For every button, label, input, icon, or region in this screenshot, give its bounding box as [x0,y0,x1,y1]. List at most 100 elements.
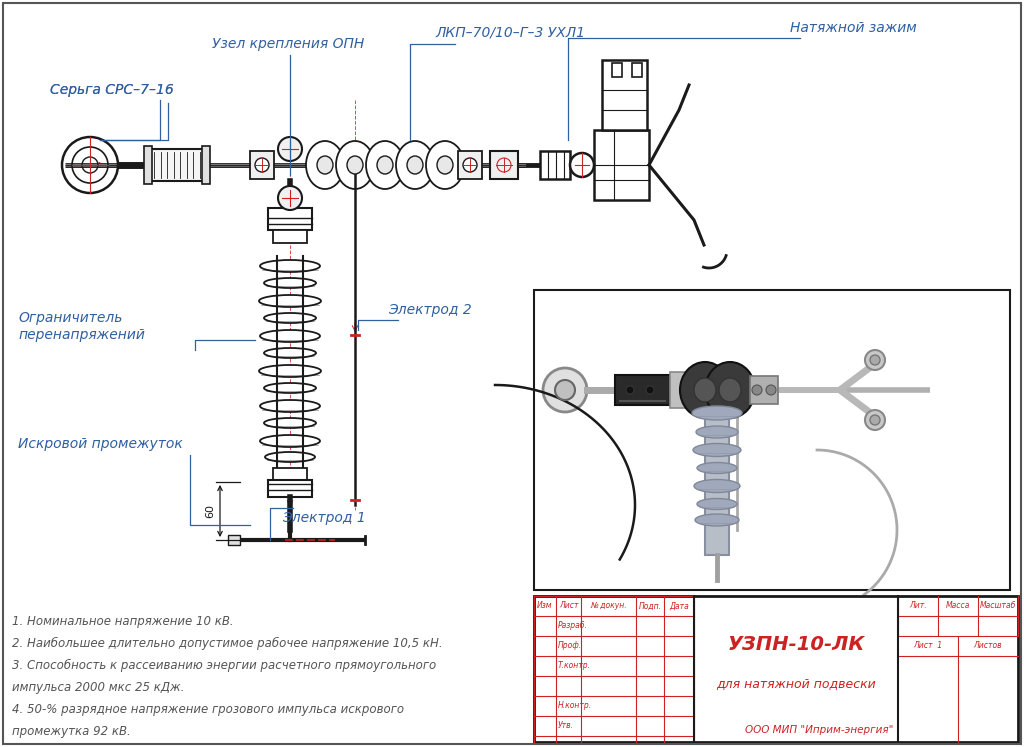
Circle shape [865,350,885,370]
Bar [202,146,210,184]
Circle shape [626,386,634,394]
Ellipse shape [336,141,374,189]
Circle shape [278,137,302,161]
Text: Искровой промежуток: Искровой промежуток [18,437,182,451]
Ellipse shape [317,156,333,174]
Text: Натяжной зажим: Натяжной зажим [790,21,916,35]
Circle shape [865,410,885,430]
Bar [705,405,729,555]
FancyArrowPatch shape [842,391,878,418]
Text: импульса 2000 мкс 25 кДж.: импульса 2000 мкс 25 кДж. [12,681,184,693]
Bar [632,63,642,77]
Text: 3. Способность к рассеиванию энергии расчетного прямоугольного: 3. Способность к рассеиванию энергии рас… [12,658,436,672]
Bar [615,375,670,405]
Text: Разраб.: Разраб. [558,622,588,630]
Bar [602,60,647,130]
Text: Узел крепления ОПН: Узел крепления ОПН [212,37,365,51]
Text: промежутка 92 кВ.: промежутка 92 кВ. [12,725,131,737]
Text: Ограничитель: Ограничитель [18,311,123,325]
Text: Утв.: Утв. [558,722,574,731]
Text: Н.контр.: Н.контр. [558,701,592,710]
Ellipse shape [695,514,739,526]
Ellipse shape [680,362,730,418]
Text: 1. Номинальное напряжение 10 кВ.: 1. Номинальное напряжение 10 кВ. [12,615,233,627]
Bar [534,596,1018,742]
Bar [534,290,1010,590]
Bar [273,230,307,243]
Circle shape [255,158,269,172]
Text: Подп.: Подп. [639,601,662,610]
Circle shape [766,385,776,395]
Text: Лист: Лист [559,601,579,610]
Text: для натяжной подвески: для натяжной подвески [716,677,876,690]
Text: 60: 60 [205,504,215,518]
Ellipse shape [260,435,319,447]
Ellipse shape [306,141,344,189]
Circle shape [570,153,594,177]
Ellipse shape [396,141,434,189]
Bar [490,151,518,179]
Ellipse shape [259,295,321,307]
Bar [612,63,622,77]
Ellipse shape [377,156,393,174]
Ellipse shape [265,452,315,462]
Bar [750,376,778,404]
Text: Электрод 2: Электрод 2 [388,303,472,317]
Bar [268,480,312,497]
Ellipse shape [705,362,755,418]
Text: № докун.: № докун. [590,601,627,610]
Ellipse shape [260,260,319,272]
Bar [250,151,274,179]
Text: Лист  1: Лист 1 [913,642,942,651]
Text: Проф.: Проф. [558,642,582,651]
Text: Изм: Изм [538,601,553,610]
Bar [594,130,649,200]
Ellipse shape [694,480,740,492]
Bar [458,151,482,179]
Ellipse shape [259,365,321,377]
Ellipse shape [264,348,316,358]
Ellipse shape [264,418,316,428]
Circle shape [752,385,762,395]
Text: Лит.: Лит. [909,601,927,610]
Bar [540,151,570,179]
Circle shape [870,355,880,365]
Circle shape [555,380,575,400]
Ellipse shape [697,462,737,474]
Ellipse shape [264,313,316,323]
Text: Электрод 1: Электрод 1 [282,511,366,525]
Ellipse shape [264,278,316,288]
Ellipse shape [719,378,741,402]
Circle shape [646,386,654,394]
Ellipse shape [347,156,362,174]
Ellipse shape [264,383,316,393]
Text: Т.контр.: Т.контр. [558,662,591,671]
Ellipse shape [260,330,319,342]
Ellipse shape [366,141,404,189]
Text: Серьга СРС–7–16: Серьга СРС–7–16 [50,83,174,97]
Bar [273,468,307,482]
Text: Серьга СРС–7–16: Серьга СРС–7–16 [50,83,174,97]
Bar [228,535,240,545]
Text: Дата: Дата [669,601,689,610]
Circle shape [463,158,477,172]
Text: 4. 50-% разрядное напряжение грозового импульса искрового: 4. 50-% разрядное напряжение грозового и… [12,702,404,716]
Text: Масштаб: Масштаб [980,601,1016,610]
Bar [268,208,312,230]
Ellipse shape [697,498,737,509]
Bar [670,372,690,408]
Text: Масса: Масса [946,601,970,610]
Text: ООО МИП "Иприм-энергия": ООО МИП "Иприм-энергия" [744,725,893,735]
Ellipse shape [407,156,423,174]
Bar [144,146,152,184]
Text: Листов: Листов [974,642,1002,651]
Ellipse shape [694,378,716,402]
Circle shape [870,415,880,425]
Bar [148,149,206,181]
Text: 2. Наибольшее длительно допустимое рабочее напряжение 10,5 кН.: 2. Наибольшее длительно допустимое рабоч… [12,636,442,650]
Text: УЗПН-10-ЛК: УЗПН-10-ЛК [727,635,864,654]
Text: ЛКП–70/10–Г–3 УХЛ1: ЛКП–70/10–Г–3 УХЛ1 [435,26,585,40]
Ellipse shape [260,400,319,412]
Circle shape [278,186,302,210]
Text: перенапряжений: перенапряжений [18,328,144,342]
